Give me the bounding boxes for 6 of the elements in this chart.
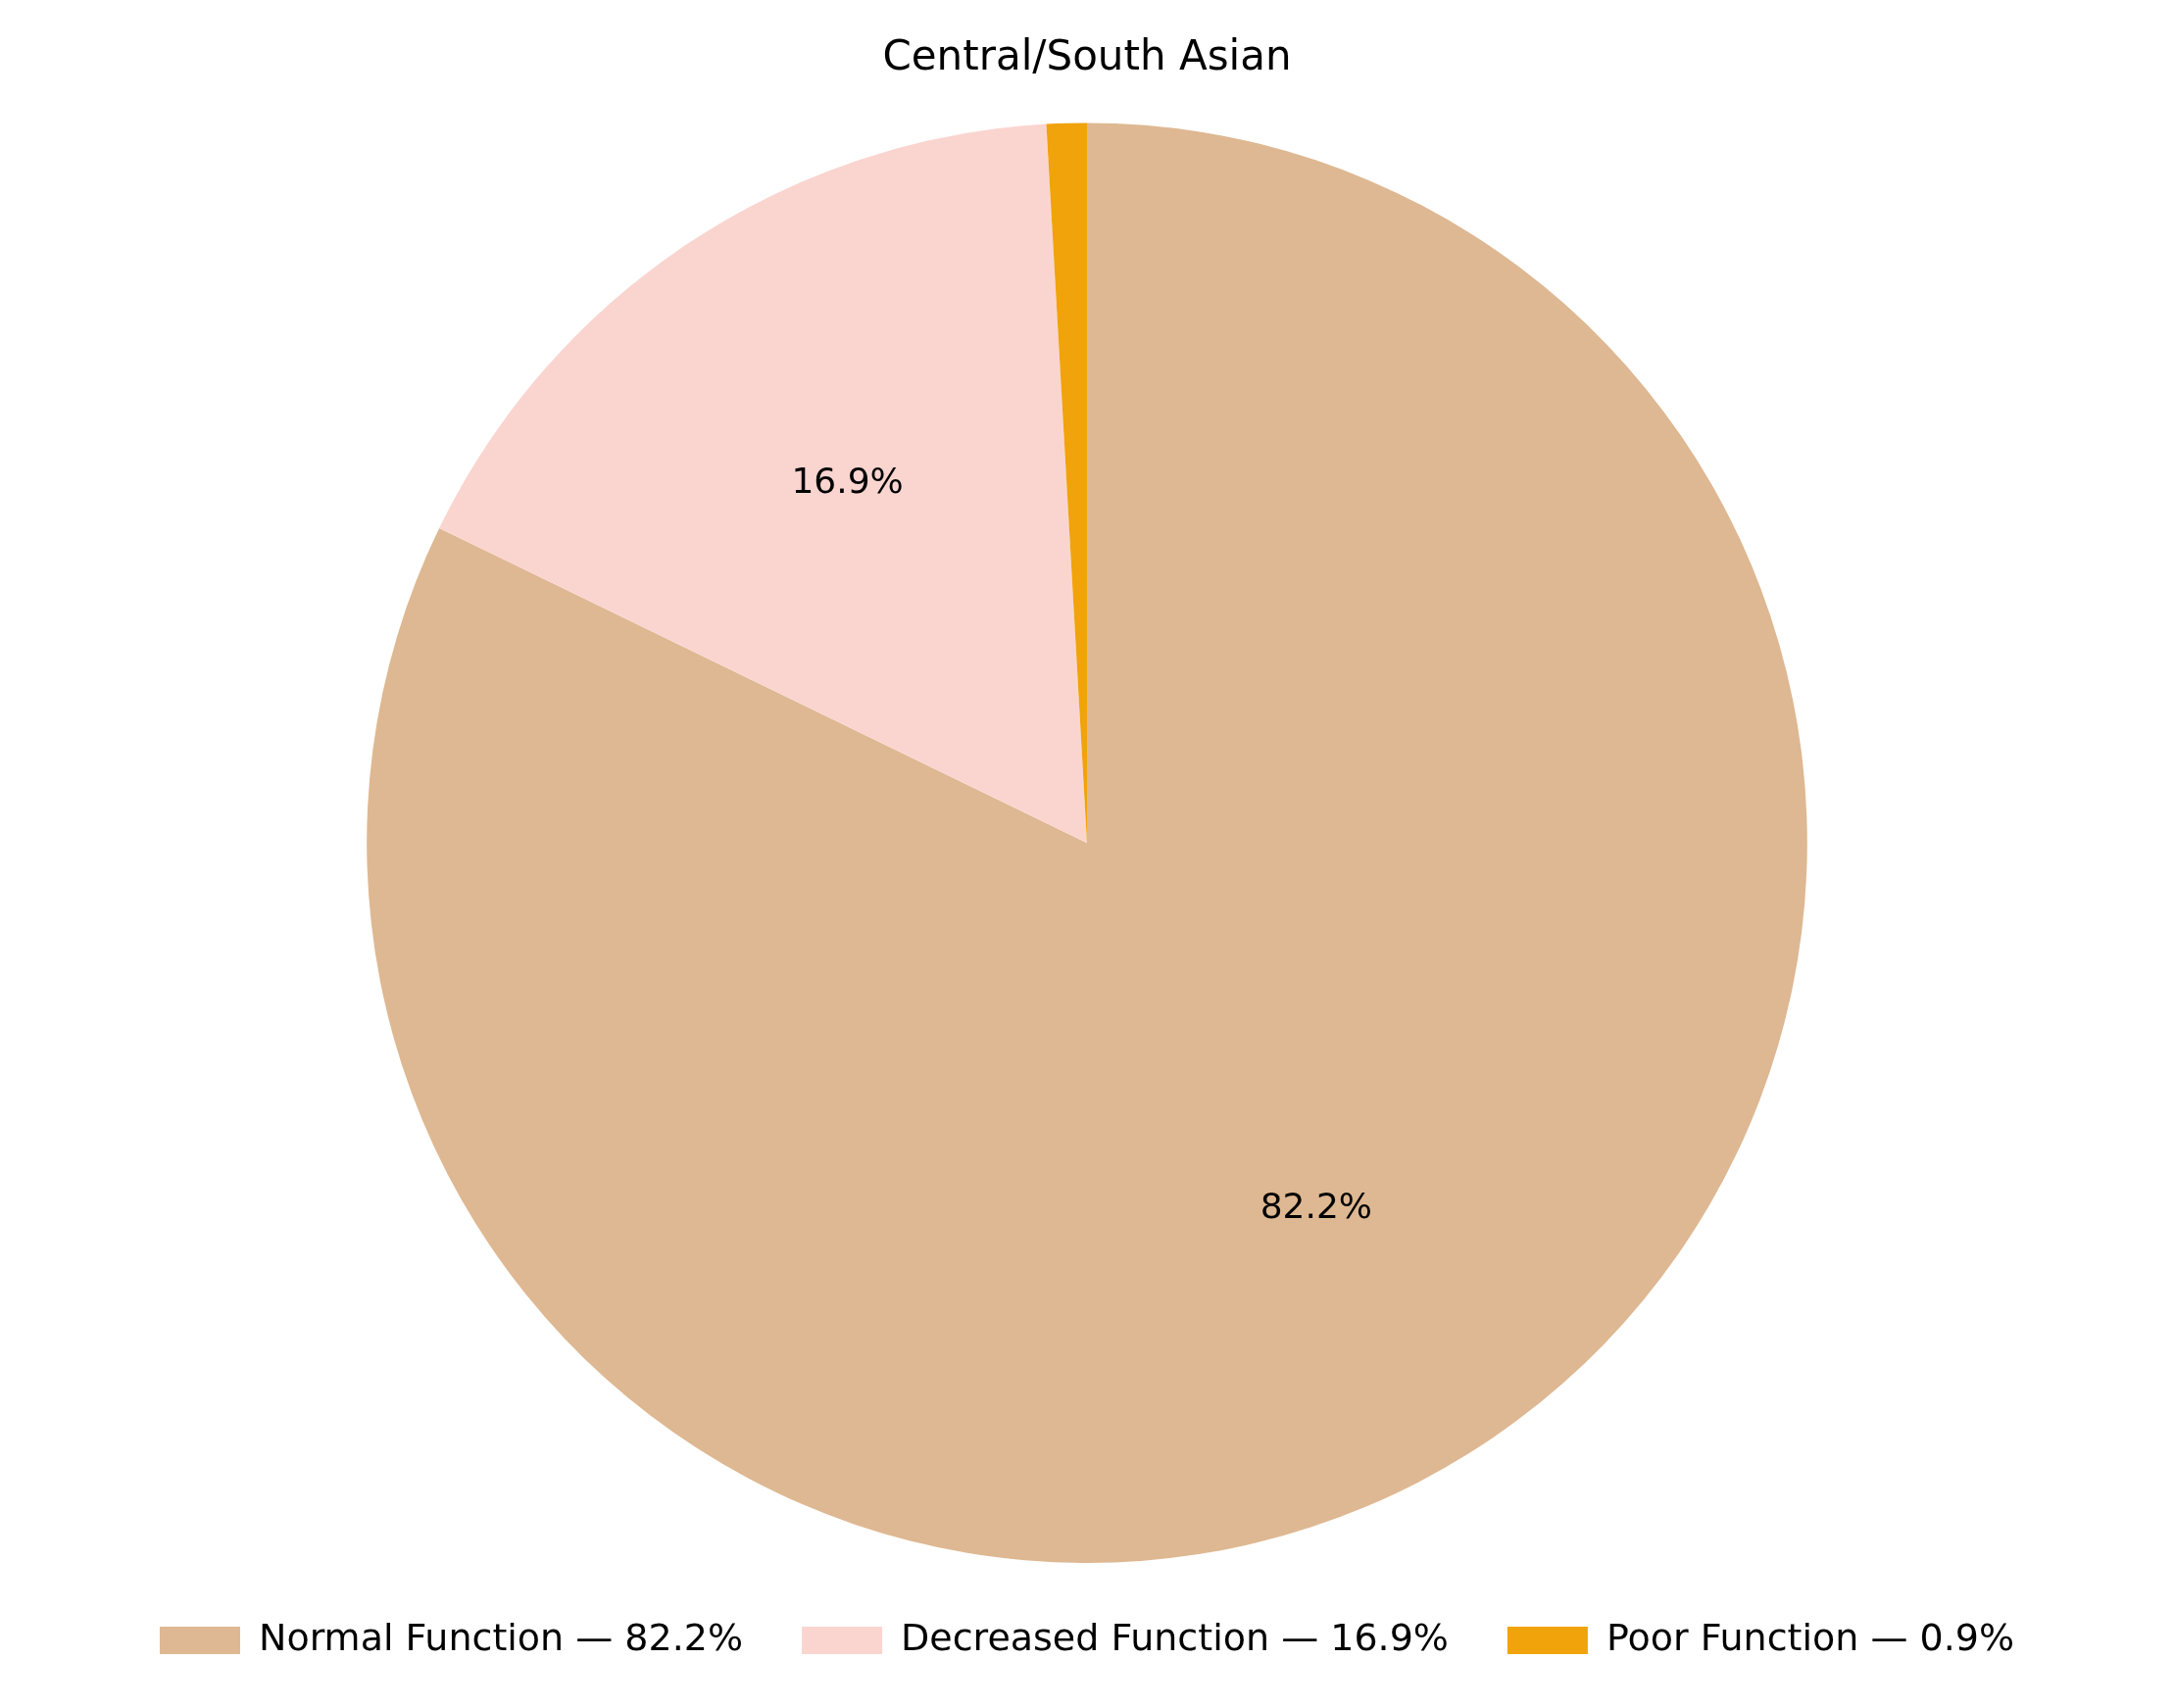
data-label: 16.9% (791, 460, 904, 501)
data-label: 82.2% (1260, 1186, 1373, 1227)
legend-label: Poor Function — 0.9% (1606, 1615, 2015, 1659)
legend-label: Normal Function — 82.2% (258, 1615, 744, 1659)
legend-label: Decreased Function — 16.9% (901, 1615, 1449, 1659)
chart-title: Central/South Asian (882, 31, 1292, 80)
